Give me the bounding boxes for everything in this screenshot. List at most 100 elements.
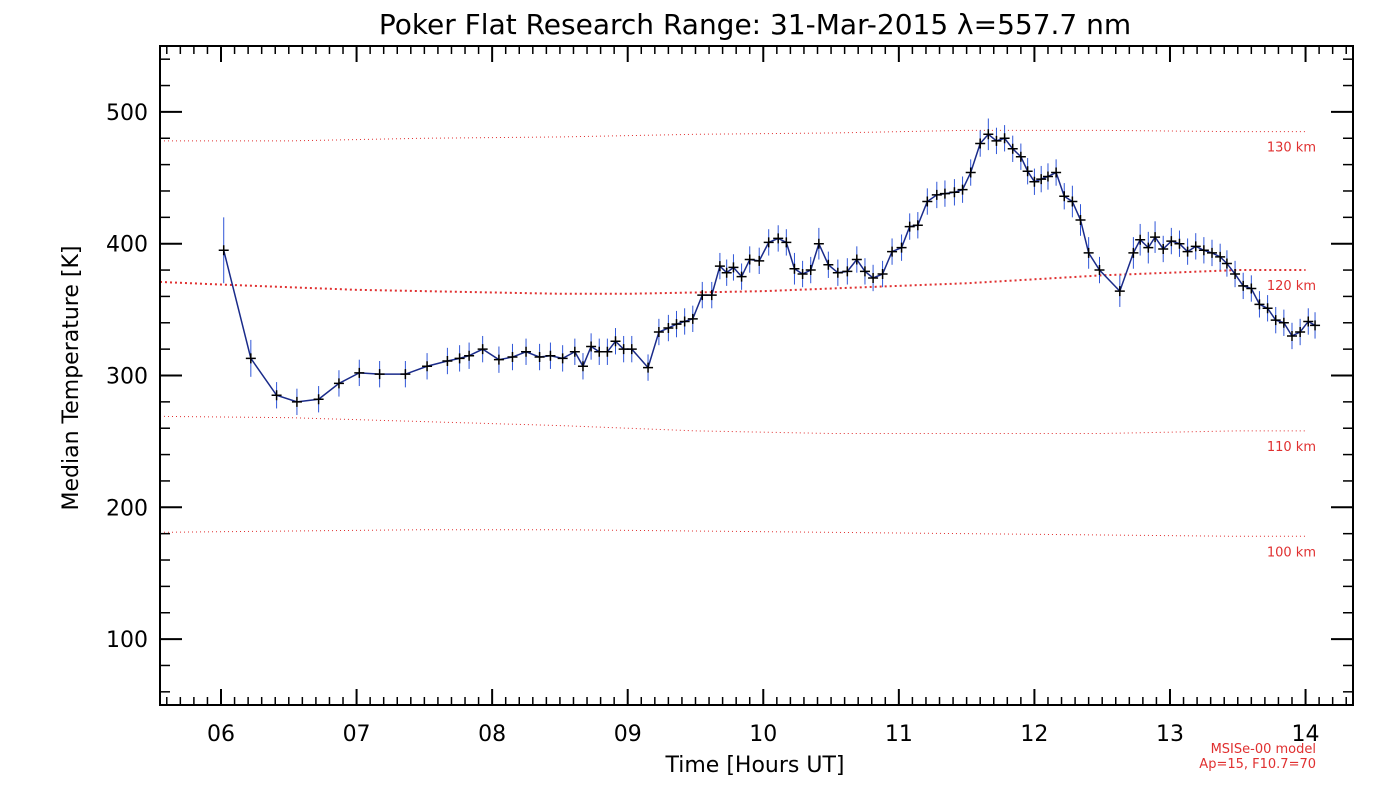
series-line <box>222 133 1316 403</box>
data-point <box>754 255 765 266</box>
data-point <box>1143 242 1154 253</box>
data-point <box>569 346 580 357</box>
data-point <box>643 362 654 373</box>
chart-title: Poker Flat Research Range: 31-Mar-2015 λ… <box>379 8 1131 41</box>
data-point <box>534 352 545 363</box>
data-point <box>1015 151 1026 162</box>
data-point <box>789 263 800 274</box>
data-point <box>983 129 994 140</box>
data-point <box>797 269 808 280</box>
data-point <box>1286 330 1297 341</box>
model-note-line-1: MSISe-00 model <box>1211 742 1316 757</box>
data-point <box>1036 174 1047 185</box>
data-point <box>949 187 960 198</box>
data-point <box>904 221 915 232</box>
data-point <box>1230 269 1241 280</box>
data-point <box>896 242 907 253</box>
data-point <box>602 346 613 357</box>
data-point <box>545 350 556 361</box>
model-line-120-km <box>159 269 1306 295</box>
data-point <box>354 367 365 378</box>
data-point <box>773 233 784 244</box>
data-point <box>832 267 843 278</box>
data-point <box>679 316 690 327</box>
data-point <box>1262 303 1273 314</box>
data-point <box>744 254 755 265</box>
data-point <box>1128 247 1139 258</box>
data-point <box>1083 247 1094 258</box>
y-tick-label: 500 <box>106 101 148 126</box>
data-point <box>851 254 862 265</box>
data-point <box>218 245 229 256</box>
data-point <box>291 396 302 407</box>
data-point <box>781 237 792 248</box>
x-tick-label: 13 <box>1156 722 1184 747</box>
data-point <box>1150 232 1161 243</box>
model-note-line-2: Ap=15, F10.7=70 <box>1199 757 1316 772</box>
y-tick-label: 300 <box>106 365 148 390</box>
x-tick-label: 11 <box>885 722 913 747</box>
data-point <box>842 266 853 277</box>
data-point <box>736 271 747 282</box>
data-point <box>965 167 976 178</box>
data-point <box>991 135 1002 146</box>
x-tick-label: 08 <box>478 722 506 747</box>
model-labels: 130 km 120 km 110 km 100 km <box>1267 141 1316 561</box>
y-tick-label: 100 <box>106 628 148 653</box>
data-point <box>805 265 816 276</box>
x-tick-label: 10 <box>749 722 777 747</box>
data-point <box>577 361 588 372</box>
data-point <box>763 237 774 248</box>
data-point <box>1238 280 1249 291</box>
model-line-label: 110 km <box>1267 440 1316 455</box>
data-point <box>887 246 898 257</box>
data-point <box>1059 191 1070 202</box>
data-point <box>975 138 986 149</box>
model-line-label: 130 km <box>1267 141 1316 156</box>
data-point <box>1254 299 1265 310</box>
data-point <box>999 133 1010 144</box>
data-point <box>1215 251 1226 262</box>
data-point <box>1295 327 1306 338</box>
data-point <box>957 184 968 195</box>
data-point <box>1182 246 1193 257</box>
x-tick-label: 07 <box>343 722 371 747</box>
data-point <box>1221 258 1232 269</box>
model-line-110-km <box>159 415 1306 434</box>
data-point <box>868 272 879 283</box>
data-point <box>586 341 597 352</box>
data-point <box>721 267 732 278</box>
data-point <box>922 196 933 207</box>
data-point <box>1135 234 1146 245</box>
data-point <box>939 188 950 199</box>
data-point <box>1190 241 1201 252</box>
data-point <box>1198 245 1209 256</box>
y-axis-title: Median Temperature [K] <box>59 246 84 511</box>
data-point <box>1310 320 1321 331</box>
axis-ticks <box>160 46 1353 705</box>
model-line-100-km <box>159 529 1306 537</box>
data-point <box>687 313 698 324</box>
data-point <box>245 353 256 364</box>
model-line-130-km <box>160 129 1306 142</box>
data-point <box>454 353 465 364</box>
data-point <box>626 344 637 355</box>
data-point <box>313 394 324 405</box>
data-point <box>1166 236 1177 247</box>
y-tick-label: 400 <box>106 233 148 258</box>
data-point <box>728 262 739 273</box>
data-point <box>400 369 411 380</box>
data-point <box>1051 167 1062 178</box>
data-point <box>813 238 824 249</box>
data-point <box>374 369 385 380</box>
data-point <box>1075 214 1086 225</box>
data-point <box>422 361 433 372</box>
data-point <box>1022 166 1033 177</box>
data-point <box>521 346 532 357</box>
data-point <box>663 323 674 334</box>
data-point <box>931 189 942 200</box>
series-layer <box>218 118 1321 416</box>
data-point <box>442 356 453 367</box>
